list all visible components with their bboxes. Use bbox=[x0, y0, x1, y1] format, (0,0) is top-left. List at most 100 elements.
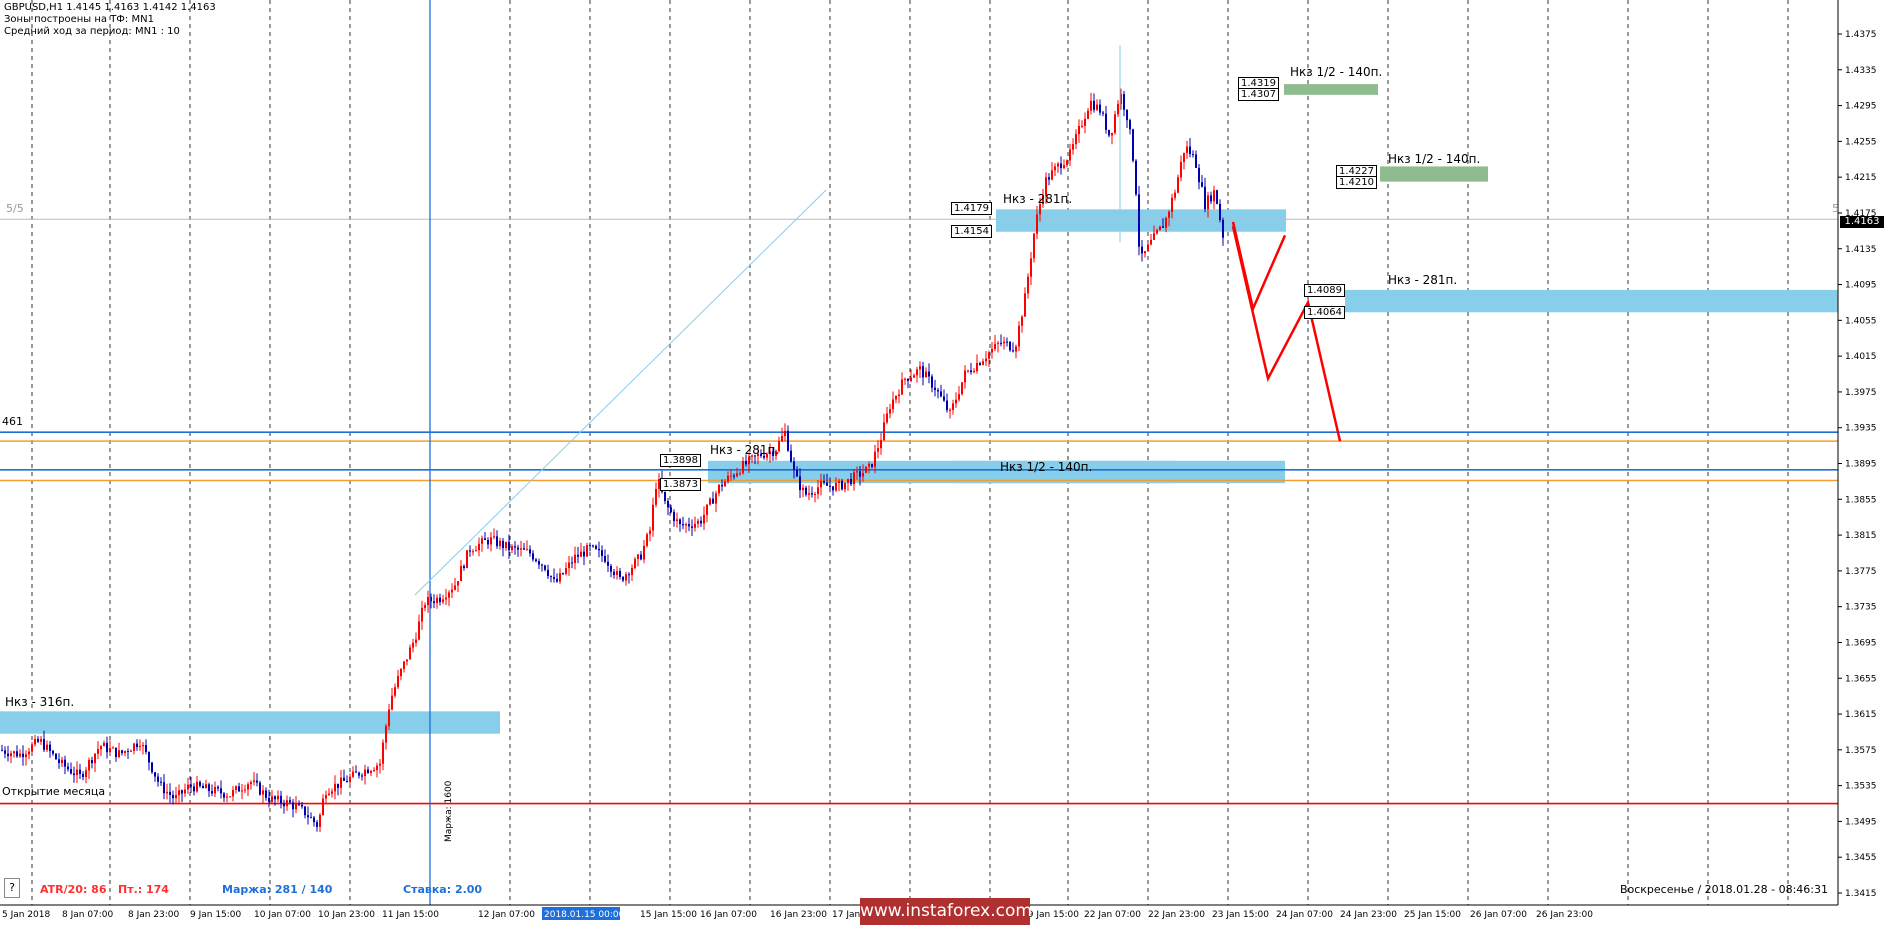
candle-body bbox=[160, 781, 162, 783]
time-tick-label: 26 Jan 23:00 bbox=[1536, 910, 1593, 920]
candle-body bbox=[1192, 154, 1194, 156]
time-tick-label: 8 Jan 07:00 bbox=[62, 910, 114, 920]
candle-body bbox=[1210, 195, 1212, 202]
candle-body bbox=[229, 796, 231, 798]
candle-body bbox=[568, 562, 570, 569]
candle-body bbox=[373, 770, 375, 772]
candle-body bbox=[91, 760, 93, 764]
time-tick-label: 5 Jan 2018 bbox=[2, 910, 50, 920]
atr-stat: ATR/20: 86 bbox=[40, 883, 107, 896]
zone-low-box: 1.4064 bbox=[1304, 306, 1345, 319]
candle-body bbox=[673, 511, 675, 522]
candle-body bbox=[1216, 190, 1218, 204]
candle-body bbox=[523, 548, 525, 550]
candle-body bbox=[382, 742, 384, 764]
candle-body bbox=[796, 469, 798, 477]
candle-body bbox=[1135, 160, 1137, 195]
candle-body bbox=[355, 771, 357, 773]
candle-body bbox=[757, 453, 759, 457]
candle-body bbox=[976, 363, 978, 372]
level-5-label: 5 bbox=[1832, 202, 1839, 215]
price-tick-label: 1.4015 bbox=[1845, 352, 1877, 362]
candle-body bbox=[823, 481, 825, 483]
price-ticks: 1.4375 1.4335 1.4295 1.4255 1.4215 1.4175 1.41… bbox=[1838, 30, 1877, 899]
candle-body bbox=[964, 370, 966, 383]
candle-body bbox=[1180, 161, 1182, 178]
candle-body bbox=[328, 793, 330, 796]
candle-body bbox=[49, 744, 51, 751]
candle-body bbox=[85, 770, 87, 778]
candle-body bbox=[7, 753, 9, 757]
candle-body bbox=[802, 487, 804, 491]
candle-body bbox=[955, 399, 957, 404]
candle-body bbox=[700, 520, 702, 524]
candle-body bbox=[409, 647, 411, 660]
candle-body bbox=[727, 475, 729, 482]
price-tick-label: 1.4215 bbox=[1845, 173, 1877, 183]
candle-body bbox=[562, 573, 564, 575]
candle-body bbox=[301, 804, 303, 807]
candle-body bbox=[730, 475, 732, 477]
candle-body bbox=[937, 389, 939, 392]
axis-panel bbox=[1838, 0, 1888, 925]
time-tick-label: 16 Jan 23:00 bbox=[770, 910, 827, 920]
price-tick-label: 1.3935 bbox=[1845, 424, 1877, 434]
zone-label: Нкз 1/2 - 140п. bbox=[1388, 152, 1481, 166]
candle-body bbox=[223, 793, 225, 798]
candle-body bbox=[1045, 177, 1047, 196]
candle-body bbox=[985, 358, 987, 362]
candle-body bbox=[652, 504, 654, 531]
candle-body bbox=[397, 676, 399, 688]
candle-body bbox=[811, 493, 813, 495]
candle-body bbox=[379, 763, 381, 766]
candle-body bbox=[550, 576, 552, 578]
level-461-label: 461 bbox=[2, 415, 23, 428]
candle-body bbox=[1213, 190, 1215, 202]
candle-body bbox=[34, 739, 36, 745]
candle-body bbox=[13, 751, 15, 754]
candle-body bbox=[1048, 177, 1050, 180]
candle-body bbox=[22, 753, 24, 758]
candle-body bbox=[139, 746, 141, 748]
candle-body bbox=[817, 487, 819, 495]
candle-body bbox=[1126, 109, 1128, 121]
candle-body bbox=[235, 786, 237, 790]
zone-label: Нкз - 281п. bbox=[1388, 273, 1458, 287]
candle-body bbox=[724, 481, 726, 487]
candle-body bbox=[682, 524, 684, 526]
candle-body bbox=[703, 514, 705, 524]
candle-body bbox=[1003, 341, 1005, 344]
candle-body bbox=[58, 759, 60, 764]
candle-body bbox=[565, 568, 567, 574]
candle-body bbox=[535, 559, 537, 562]
candle-body bbox=[847, 478, 849, 483]
candle-body bbox=[895, 396, 897, 400]
candle-body bbox=[1009, 341, 1011, 351]
candle-body bbox=[259, 782, 261, 795]
candle-body bbox=[616, 571, 618, 575]
candle-body bbox=[28, 751, 30, 755]
candle-body bbox=[469, 550, 471, 552]
price-tick-label: 1.3455 bbox=[1845, 853, 1877, 863]
candle-body bbox=[676, 519, 678, 522]
candle-body bbox=[289, 800, 291, 803]
candle-body bbox=[1012, 350, 1014, 352]
candle-body bbox=[772, 451, 774, 456]
help-button[interactable]: ? bbox=[4, 878, 20, 898]
forecast-line bbox=[1231, 226, 1342, 442]
candle-body bbox=[1036, 214, 1038, 234]
candle-body bbox=[88, 760, 90, 771]
candle-body bbox=[559, 573, 561, 582]
price-tick-label: 1.3615 bbox=[1845, 710, 1877, 720]
time-tick-label: 26 Jan 07:00 bbox=[1470, 910, 1527, 920]
candle-body bbox=[352, 771, 354, 777]
candle-body bbox=[1063, 165, 1065, 169]
candle-body bbox=[1171, 197, 1173, 212]
candle-body bbox=[1024, 293, 1026, 317]
candle-body bbox=[187, 784, 189, 790]
candle-body bbox=[628, 574, 630, 576]
candle-body bbox=[394, 687, 396, 696]
candle-body bbox=[238, 786, 240, 792]
candle-body bbox=[97, 748, 99, 754]
